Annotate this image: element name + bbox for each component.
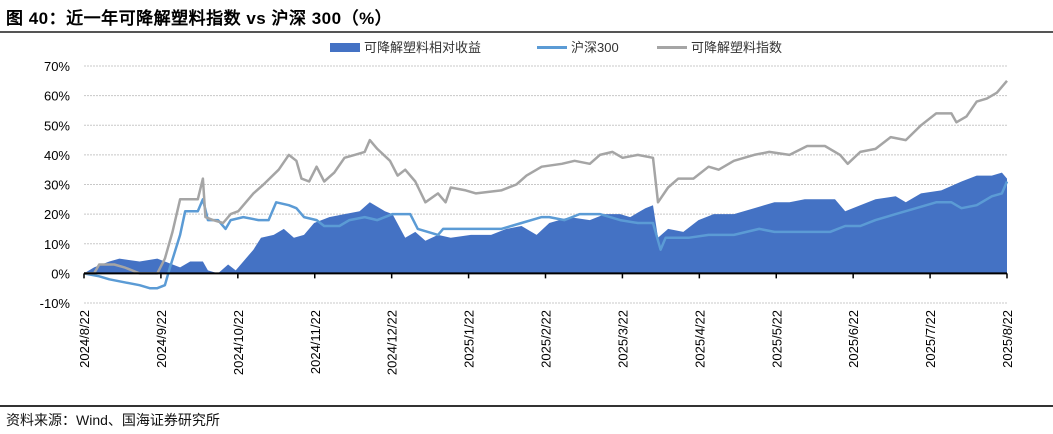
y-tick-label: 0% xyxy=(51,266,70,281)
x-tick-label: 2024/12/22 xyxy=(385,310,400,375)
y-tick-label: 20% xyxy=(44,207,70,222)
title-divider xyxy=(0,31,1053,33)
y-tick-label: 40% xyxy=(44,148,70,163)
legend-label: 沪深300 xyxy=(571,40,619,55)
x-tick-label: 2025/1/22 xyxy=(462,310,477,368)
x-axis-ticks: 2024/8/22 2024/9/22 2024/10/22 2024/11/22 20… xyxy=(77,273,1015,375)
source-note: 资料来源：Wind、国海证券研究所 xyxy=(6,412,220,428)
y-axis-ticks: 70% 60% 50% 40% 30% 20% 10% 0% -10% xyxy=(40,59,71,311)
y-tick-label: 60% xyxy=(44,89,70,104)
x-tick-label: 2024/9/22 xyxy=(154,310,169,368)
x-tick-label: 2024/11/22 xyxy=(308,310,323,374)
hs300-line xyxy=(83,181,1009,290)
x-tick-label: 2025/8/22 xyxy=(1000,310,1015,368)
x-tick-label: 2024/8/22 xyxy=(77,310,92,368)
x-tick-label: 2025/2/22 xyxy=(539,310,554,368)
legend-label: 可降解塑料相对收益 xyxy=(364,40,481,55)
y-tick-label: 10% xyxy=(44,237,70,252)
chart-title: 图 40：近一年可降解塑料指数 vs 沪深 300（%） xyxy=(6,9,393,28)
chart: 70%60%50%40%30%20%10%0%-10% 2024/8/22 202… xyxy=(40,40,1015,375)
relative-return-area xyxy=(84,172,1007,274)
legend-label: 可降解塑料指数 xyxy=(691,40,782,55)
x-tick-label: 2025/3/22 xyxy=(615,310,630,368)
degradable-plastics-index-line xyxy=(84,79,1008,275)
y-tick-label: 70% xyxy=(44,59,70,74)
x-tick-label: 2025/5/22 xyxy=(769,310,784,368)
legend-swatch-area xyxy=(330,43,360,52)
y-tick-label: 30% xyxy=(44,178,70,193)
y-tick-label: -10% xyxy=(40,296,71,311)
y-tick-label: 50% xyxy=(44,118,70,133)
x-tick-label: 2025/7/22 xyxy=(923,310,938,368)
x-tick-label: 2025/6/22 xyxy=(846,310,861,368)
x-tick-label: 2025/4/22 xyxy=(692,310,707,368)
series-marks xyxy=(83,79,1009,290)
legend: 可降解塑料相对收益 沪深300 可降解塑料指数 xyxy=(330,40,782,55)
x-tick-label: 2024/10/22 xyxy=(231,310,246,375)
footer-divider xyxy=(0,405,1053,407)
